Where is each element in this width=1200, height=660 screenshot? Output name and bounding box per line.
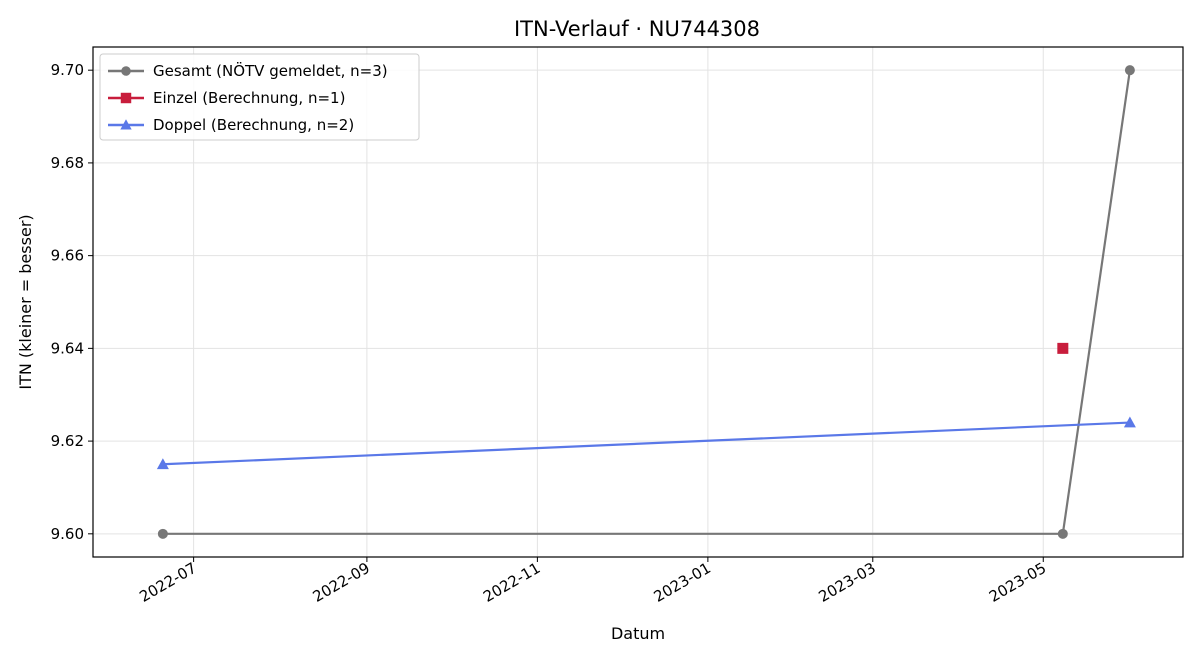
data-point	[1123, 416, 1136, 428]
y-tick-label: 9.62	[51, 432, 84, 450]
y-tick-label: 9.64	[51, 339, 84, 357]
legend-label: Gesamt (NÖTV gemeldet, n=3)	[153, 61, 388, 80]
plot-frame	[92, 46, 1184, 558]
data-point	[1057, 342, 1069, 354]
y-tick-label: 9.60	[51, 525, 84, 543]
series-group	[157, 65, 1135, 539]
legend-marker	[120, 119, 132, 130]
x-tick-label: 2022-11	[480, 559, 543, 606]
x-axis: 2022-07 2022-09 2022-11 2023-01 2023-03 2023-…	[136, 557, 1049, 606]
y-tick-label: 9.66	[51, 247, 84, 265]
y-tick-label: 9.70	[51, 61, 84, 79]
data-point	[156, 458, 169, 470]
y-tick-label: 9.68	[51, 154, 84, 172]
legend-box	[99, 53, 420, 141]
data-point	[1124, 65, 1135, 76]
series-line	[162, 421, 1130, 466]
legend: Gesamt (NÖTV gemeldet, n=3) Einzel (Berec…	[99, 53, 420, 141]
legend-marker	[121, 66, 131, 76]
y-axis: 9.60 9.62 9.64 9.66 9.68 9.70	[51, 61, 93, 543]
x-tick-label: 2022-07	[136, 559, 199, 606]
data-point	[157, 528, 168, 539]
x-tick-label: 2023-05	[986, 559, 1049, 606]
chart-title: ITN-Verlauf · NU744308	[514, 17, 760, 41]
x-axis-title: Datum	[611, 624, 665, 643]
y-axis-title: ITN (kleiner = besser)	[16, 214, 35, 389]
x-tick-label: 2022-09	[310, 559, 373, 606]
series-layer	[156, 65, 1136, 539]
legend-label: Doppel (Berechnung, n=2)	[153, 116, 354, 134]
series-group	[156, 416, 1136, 470]
x-tick-label: 2023-01	[651, 559, 714, 606]
legend-label: Einzel (Berechnung, n=1)	[153, 89, 345, 107]
series-group	[1057, 342, 1069, 354]
legend-marker	[120, 92, 132, 104]
x-tick-label: 2023-03	[815, 559, 878, 606]
data-point	[1057, 528, 1068, 539]
